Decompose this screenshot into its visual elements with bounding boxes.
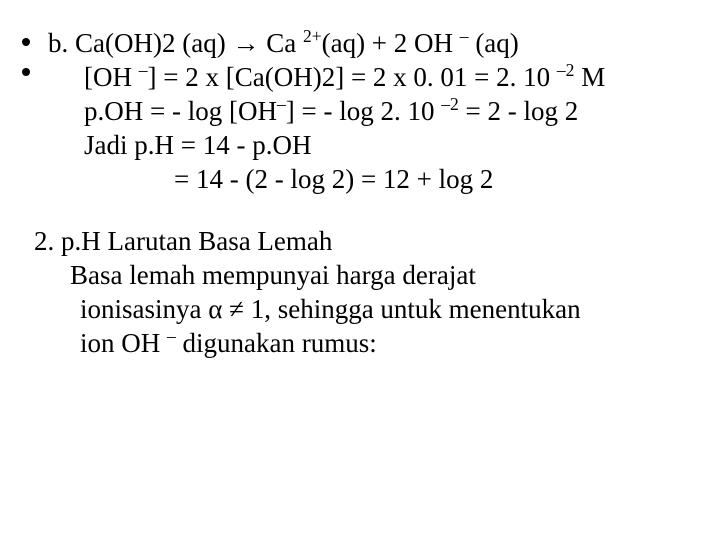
spacer — [34, 196, 686, 224]
eq-line-1: b. Ca(OH)2 (aq) → Ca 2+(aq) + 2 OH – (aq… — [48, 26, 686, 60]
text: b. Ca(OH)2 (aq) → Ca — [48, 28, 303, 58]
section-block: 2. p.H Larutan Basa Lemah Basa lemah mem… — [34, 224, 686, 360]
text: = 2 - log 2 — [459, 96, 578, 126]
text: digunakan rumus: — [176, 328, 377, 358]
text: [OH — [84, 62, 139, 92]
section-heading: 2. p.H Larutan Basa Lemah — [34, 224, 686, 258]
superscript: – — [277, 94, 286, 114]
text: (aq) + 2 OH — [322, 28, 460, 58]
text: ] = 2 x [Ca(OH)2] = 2 x 0. 01 = 2. 10 — [148, 62, 557, 92]
example-block: b. Ca(OH)2 (aq) → Ca 2+(aq) + 2 OH – (aq… — [48, 26, 686, 196]
text: (aq) — [469, 28, 519, 58]
superscript: 2+ — [303, 26, 322, 46]
text: p.OH = - log [OH — [84, 96, 277, 126]
superscript: –2 — [557, 60, 575, 80]
superscript: – — [167, 326, 176, 346]
text: ion OH — [80, 328, 167, 358]
superscript: – — [460, 26, 469, 46]
superscript: –2 — [441, 94, 459, 114]
body-line-1: Basa lemah mempunyai harga derajat — [34, 258, 686, 292]
body-line-3: ion OH – digunakan rumus: — [34, 326, 686, 360]
eq-line-3: p.OH = - log [OH–] = - log 2. 10 –2 = 2 … — [48, 94, 686, 128]
body-line-2: ionisasinya α ≠ 1, sehingga untuk menent… — [34, 292, 686, 326]
text: ] = - log 2. 10 — [286, 96, 441, 126]
text: M — [574, 62, 605, 92]
eq-line-4: Jadi p.H = 14 - p.OH — [48, 128, 686, 162]
slide: b. Ca(OH)2 (aq) → Ca 2+(aq) + 2 OH – (aq… — [0, 0, 720, 540]
eq-line-2: [OH –] = 2 x [Ca(OH)2] = 2 x 0. 01 = 2. … — [48, 60, 686, 94]
superscript: – — [139, 60, 148, 80]
eq-line-5: = 14 - (2 - log 2) = 12 + log 2 — [48, 162, 686, 196]
